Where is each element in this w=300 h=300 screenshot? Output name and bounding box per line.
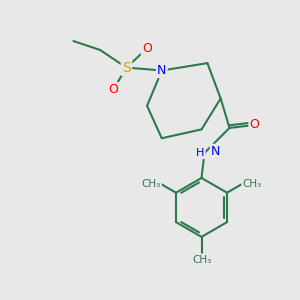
Text: H: H [196, 148, 205, 158]
Text: O: O [250, 118, 260, 131]
Text: CH₃: CH₃ [142, 179, 161, 189]
Text: N: N [211, 145, 220, 158]
Text: S: S [122, 61, 131, 75]
Text: O: O [108, 83, 118, 96]
Text: CH₃: CH₃ [192, 254, 211, 265]
Text: CH₃: CH₃ [242, 179, 262, 189]
Text: O: O [142, 42, 152, 55]
Text: N: N [157, 64, 167, 77]
